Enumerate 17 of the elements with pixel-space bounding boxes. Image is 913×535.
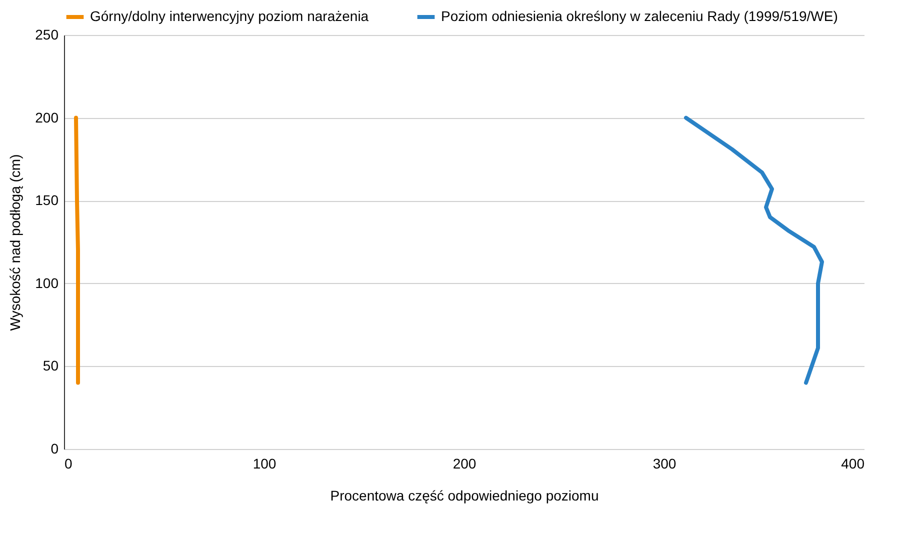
x-tick-label: 0 [64, 456, 72, 472]
line-series [684, 116, 824, 385]
x-tick-label: 100 [252, 456, 276, 472]
x-axis-title: Procentowa część odpowiedniego poziomu [330, 488, 599, 504]
x-tick-label: 200 [452, 456, 476, 472]
y-tick-label: 100 [35, 274, 59, 291]
y-tick-label: 50 [42, 358, 59, 374]
y-tick-label: 250 [35, 26, 59, 42]
y-axis-title: Wysokość nad podłogą (cm) [7, 154, 24, 331]
y-tick-label: 150 [35, 192, 59, 208]
line-series [74, 116, 80, 385]
x-tick-label: 400 [841, 456, 865, 472]
legend-label: Poziom odniesienia określony w zaleceniu Rady (1999/519/WE) [441, 8, 838, 24]
y-tick-label: 0 [50, 440, 59, 456]
x-tick-label: 300 [652, 456, 676, 472]
y-tick-label: 200 [35, 109, 59, 126]
legend-label: Górny/dolny interwencyjny poziom narażenia [90, 8, 369, 24]
